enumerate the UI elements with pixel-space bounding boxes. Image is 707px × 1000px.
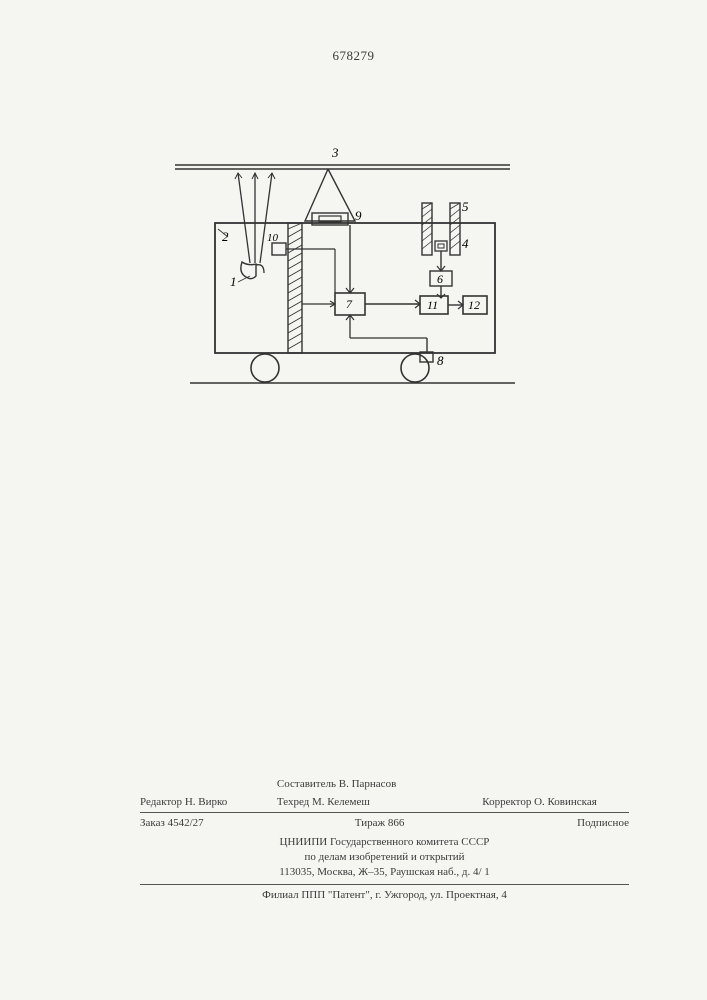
diagram-label-6: 6 bbox=[437, 272, 443, 286]
diagram-label-4: 4 bbox=[462, 236, 469, 251]
corrector-name: О. Ковинская bbox=[534, 796, 597, 808]
diagram-label-11: 11 bbox=[427, 298, 438, 312]
credits-row-1: Составитель В. Парнасов bbox=[140, 775, 629, 793]
patent-figure: 1 2 3 4 5 6 7 8 9 10 11 12 bbox=[160, 143, 525, 413]
editor-label: Редактор bbox=[140, 796, 182, 808]
diagram-label-9: 9 bbox=[355, 208, 362, 223]
order-row: Заказ 4542/27 Тираж 866 Подписное bbox=[140, 814, 629, 832]
institution-line-2: по делам изобретений и открытий bbox=[140, 850, 629, 865]
patent-number: 678279 bbox=[0, 48, 707, 64]
institution-line-3: 113035, Москва, Ж–35, Раушская наб., д. … bbox=[140, 865, 629, 880]
subscribe-label: Подписное bbox=[577, 817, 629, 829]
tirazh-number: 866 bbox=[388, 817, 405, 829]
tirazh-label: Тираж bbox=[355, 817, 385, 829]
diagram-label-1: 1 bbox=[230, 274, 237, 289]
diagram-label-8: 8 bbox=[437, 353, 444, 368]
diagram-label-5: 5 bbox=[462, 199, 469, 214]
techred-label: Техред bbox=[277, 796, 309, 808]
diagram-label-10: 10 bbox=[267, 232, 279, 244]
divider bbox=[140, 812, 629, 813]
editor-name: Н. Вирко bbox=[185, 796, 227, 808]
diagram-label-3: 3 bbox=[331, 145, 339, 160]
compiler-label: Составитель bbox=[277, 778, 336, 790]
order-number: 4542/27 bbox=[168, 817, 204, 829]
imprint-footer: Составитель В. Парнасов Редактор Н. Вирк… bbox=[140, 775, 629, 904]
diagram-label-7: 7 bbox=[346, 297, 353, 311]
techred-name: М. Келемеш bbox=[312, 796, 370, 808]
diagram-label-12: 12 bbox=[468, 298, 480, 312]
credits-row-2: Редактор Н. Вирко Техред М. Келемеш Корр… bbox=[140, 793, 629, 811]
corrector-label: Корректор bbox=[482, 796, 531, 808]
order-label: Заказ bbox=[140, 817, 165, 829]
divider bbox=[140, 884, 629, 885]
compiler-name: В. Парнасов bbox=[339, 778, 397, 790]
institution-line-1: ЦНИИПИ Государственного комитета СССР bbox=[140, 835, 629, 850]
branch-line: Филиал ППП "Патент", г. Ужгород, ул. Про… bbox=[140, 889, 629, 901]
